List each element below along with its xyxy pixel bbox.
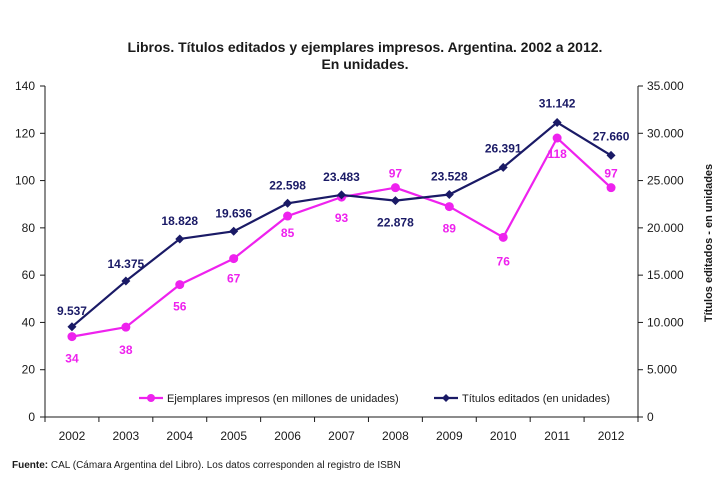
data-label-titulos: 27.660 xyxy=(593,129,630,143)
y-right-tick-label: 25.000 xyxy=(647,174,684,188)
data-label-titulos: 26.391 xyxy=(485,141,522,155)
x-tick-label: 2002 xyxy=(59,429,86,443)
data-point-ejemplares xyxy=(552,133,562,143)
x-tick-label: 2008 xyxy=(382,429,409,443)
y-left-tick-label: 20 xyxy=(22,363,36,377)
data-label-ejemplares: 38 xyxy=(119,343,133,357)
legend-label: Títulos editados (en unidades) xyxy=(462,393,610,405)
data-label-ejemplares: 56 xyxy=(173,300,187,314)
data-point-ejemplares xyxy=(67,332,77,342)
series-line-ejemplares xyxy=(71,136,612,338)
data-point-ejemplares xyxy=(606,183,616,193)
data-label-titulos: 31.142 xyxy=(539,96,576,110)
data-point-titulos xyxy=(283,198,293,208)
source-label: Fuente: xyxy=(12,460,48,471)
data-label-titulos: 23.483 xyxy=(323,170,360,184)
data-point-ejemplares xyxy=(444,202,454,212)
data-label-ejemplares: 89 xyxy=(443,222,457,236)
data-label-titulos: 9.537 xyxy=(57,304,87,318)
data-label-titulos: 22.878 xyxy=(377,216,414,230)
data-point-ejemplares xyxy=(229,254,239,264)
data-point-titulos xyxy=(552,117,562,127)
y-left-tick-label: 80 xyxy=(22,221,36,235)
data-label-titulos: 22.598 xyxy=(269,178,306,192)
legend-item-ejemplares: Ejemplares impresos (en millones de unid… xyxy=(139,393,399,405)
y-left-tick-label: 60 xyxy=(22,268,36,282)
data-point-ejemplares xyxy=(390,183,400,193)
x-tick-label: 2010 xyxy=(490,429,517,443)
data-label-ejemplares: 97 xyxy=(389,167,403,181)
x-tick-label: 2004 xyxy=(166,429,193,443)
y-right-tick-label: 5.000 xyxy=(647,363,677,377)
y-axis-right-label: Títulos editados - en unidades xyxy=(703,164,715,322)
source-text: CAL (Cámara Argentina del Libro). Los da… xyxy=(48,460,401,471)
data-label-ejemplares: 93 xyxy=(335,211,349,225)
y-left-tick-label: 40 xyxy=(22,315,36,329)
chart-title-line1: Libros. Títulos editados y ejemplares im… xyxy=(128,39,603,55)
source-note: Fuente: CAL (Cámara Argentina del Libro)… xyxy=(12,460,401,471)
y-right-tick-label: 10.000 xyxy=(647,315,684,329)
y-right-tick-label: 20.000 xyxy=(647,221,684,235)
data-label-titulos: 19.636 xyxy=(215,206,252,220)
data-labels-group: 34 38 56 67 85 93 97 89 76 118 97 9.537 14.375 18.828… xyxy=(57,96,630,365)
data-label-ejemplares: 34 xyxy=(65,352,79,366)
y-left-tick-label: 100 xyxy=(15,174,35,188)
data-point-titulos xyxy=(390,196,400,206)
data-point-titulos xyxy=(606,150,616,160)
y-left-tick-label: 120 xyxy=(15,126,35,140)
axes-group: 0 20 40 60 80 100 120 140 0 5.000 10.000 15.000 20.0… xyxy=(15,79,684,443)
legend-swatch-marker xyxy=(442,394,450,402)
data-point-titulos xyxy=(229,226,239,236)
x-tick-label: 2009 xyxy=(436,429,463,443)
x-tick-label: 2005 xyxy=(220,429,247,443)
x-tick-label: 2012 xyxy=(598,429,625,443)
y-left-tick-label: 0 xyxy=(28,410,35,424)
y-right-tick-label: 35.000 xyxy=(647,79,684,93)
x-tick-label: 2011 xyxy=(544,429,570,443)
data-point-titulos xyxy=(175,234,185,244)
data-point-titulos xyxy=(121,276,131,286)
data-label-ejemplares: 67 xyxy=(227,272,241,286)
data-point-titulos xyxy=(337,190,346,200)
x-tick-label: 2003 xyxy=(113,429,140,443)
legend-label: Ejemplares impresos (en millones de unid… xyxy=(167,393,399,405)
data-label-ejemplares: 97 xyxy=(604,167,618,181)
y-right-tick-label: 15.000 xyxy=(647,268,684,282)
series-group xyxy=(67,117,616,342)
chart-title-line2: En unidades. xyxy=(321,56,408,72)
data-point-ejemplares xyxy=(498,232,508,242)
legend-swatch-marker xyxy=(147,394,155,402)
x-tick-label: 2007 xyxy=(328,429,355,443)
x-tick-label: 2006 xyxy=(274,429,301,443)
data-point-ejemplares xyxy=(283,211,293,221)
legend: Ejemplares impresos (en millones de unid… xyxy=(139,393,610,405)
y-left-tick-label: 140 xyxy=(15,79,35,93)
legend-item-titulos: Títulos editados (en unidades) xyxy=(434,393,610,405)
y-right-tick-label: 30.000 xyxy=(647,126,684,140)
data-label-ejemplares: 118 xyxy=(547,147,567,161)
data-label-ejemplares: 85 xyxy=(281,226,295,240)
data-point-ejemplares xyxy=(121,322,131,332)
y-right-tick-label: 0 xyxy=(647,410,654,424)
data-point-titulos xyxy=(67,322,77,332)
data-label-ejemplares: 76 xyxy=(497,254,511,268)
data-point-titulos xyxy=(444,189,454,199)
data-label-titulos: 18.828 xyxy=(161,214,198,228)
data-point-ejemplares xyxy=(175,280,185,290)
data-point-titulos xyxy=(498,162,508,172)
data-label-titulos: 14.375 xyxy=(108,257,145,271)
data-label-titulos: 23.528 xyxy=(431,169,468,183)
